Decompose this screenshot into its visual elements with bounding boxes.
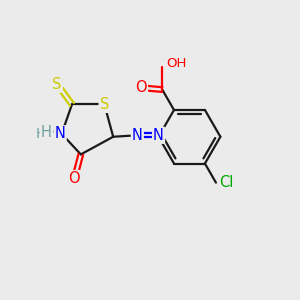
Text: N: N xyxy=(55,126,66,141)
Text: S: S xyxy=(52,77,62,92)
Text: O: O xyxy=(69,171,80,186)
Text: O: O xyxy=(135,80,147,95)
Text: OH: OH xyxy=(167,57,187,70)
Text: Cl: Cl xyxy=(219,175,233,190)
Text: H: H xyxy=(41,125,52,140)
Text: N: N xyxy=(153,128,164,143)
Text: N: N xyxy=(132,128,143,143)
Text: S: S xyxy=(100,97,109,112)
Text: H N: H N xyxy=(36,127,59,141)
